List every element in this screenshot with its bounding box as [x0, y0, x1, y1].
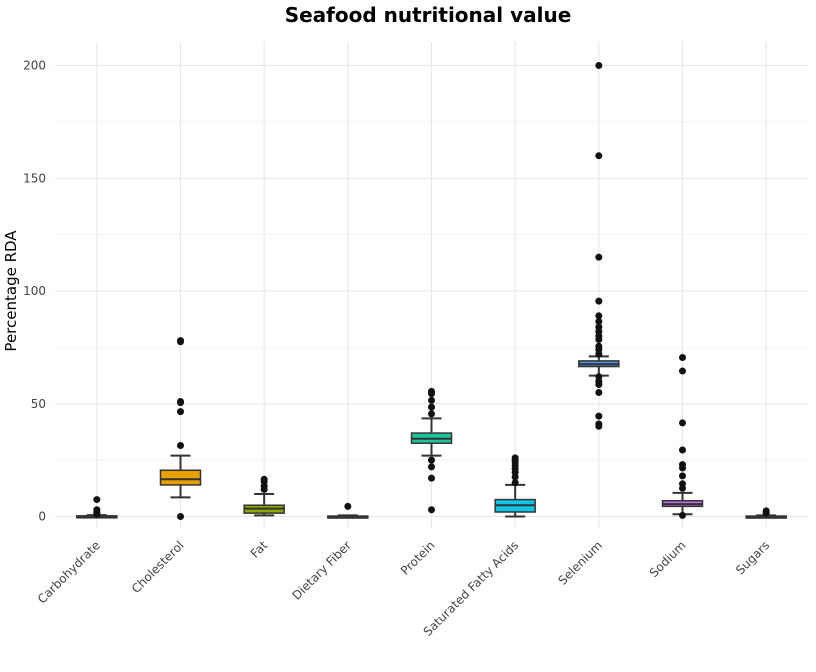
x-tick-label: Saturated Fatty Acids — [421, 538, 522, 639]
y-tick-label: 200 — [23, 59, 46, 73]
outlier-point — [595, 312, 603, 320]
boxes-layer — [76, 62, 787, 520]
x-tick-label: Dietary Fiber — [289, 538, 354, 603]
y-axis-label: Percentage RDA — [2, 230, 20, 352]
outlier-point — [595, 412, 603, 420]
x-ticks: Carbohydrate Cholesterol Fat Dietary Fiber P… — [35, 538, 772, 639]
box-group — [243, 475, 285, 517]
outlier-point — [177, 408, 184, 416]
box-group — [494, 454, 536, 518]
outlier-point — [177, 513, 184, 520]
outlier-point — [93, 510, 101, 518]
outlier-point — [428, 463, 435, 471]
x-tick-label: Sugars — [733, 538, 772, 577]
x-tick-label: Cholesterol — [129, 538, 187, 596]
outlier-point — [511, 479, 519, 487]
outlier-point — [428, 456, 435, 464]
iqr-box — [159, 469, 202, 486]
outlier-point — [595, 323, 603, 331]
outlier-point — [511, 454, 519, 462]
outlier-point — [344, 502, 352, 510]
outlier-point — [679, 446, 686, 454]
outlier-point — [595, 373, 603, 381]
outlier-point — [595, 317, 603, 325]
y-tick-label: 100 — [23, 284, 46, 298]
box-group — [578, 62, 620, 430]
box-group — [745, 507, 787, 519]
outlier-point — [177, 441, 184, 449]
outlier-point — [595, 62, 603, 69]
outlier-point — [93, 496, 101, 504]
outlier-point — [595, 420, 603, 428]
x-tick-label: Selenium — [555, 538, 604, 587]
outlier-point — [428, 403, 435, 411]
box-group — [661, 354, 704, 519]
y-ticks: 0 50 100 150 200 — [23, 59, 46, 524]
outlier-point — [428, 410, 435, 418]
outlier-point — [177, 397, 184, 405]
box-group — [327, 502, 369, 519]
box-group — [159, 337, 202, 520]
x-tick-label: Fat — [248, 538, 271, 561]
outlier-point — [428, 396, 435, 404]
outlier-point — [595, 152, 603, 160]
outlier-point — [260, 475, 268, 483]
outlier-point — [679, 480, 686, 488]
outlier-point — [762, 507, 770, 515]
y-tick-label: 50 — [31, 397, 46, 411]
box-group — [76, 496, 118, 519]
x-tick-label: Sodium — [647, 538, 689, 580]
outlier-point — [428, 474, 435, 482]
box-group — [410, 387, 453, 514]
x-tick-label: Carbohydrate — [35, 538, 103, 606]
outlier-point — [679, 461, 686, 469]
outlier-point — [595, 388, 603, 396]
x-tick-label: Protein — [398, 538, 438, 578]
outlier-point — [595, 297, 603, 305]
outlier-point — [679, 419, 686, 427]
outlier-point — [679, 367, 686, 375]
outlier-point — [679, 472, 686, 480]
outlier-point — [177, 337, 184, 345]
y-tick-label: 150 — [23, 171, 46, 185]
outlier-point — [595, 342, 603, 350]
y-tick-label: 0 — [38, 510, 46, 524]
outlier-point — [679, 354, 686, 362]
outlier-point — [428, 387, 435, 395]
outlier-point — [595, 253, 603, 261]
chart-title: Seafood nutritional value — [285, 3, 572, 27]
outlier-point — [679, 511, 686, 519]
outlier-point — [428, 506, 435, 514]
